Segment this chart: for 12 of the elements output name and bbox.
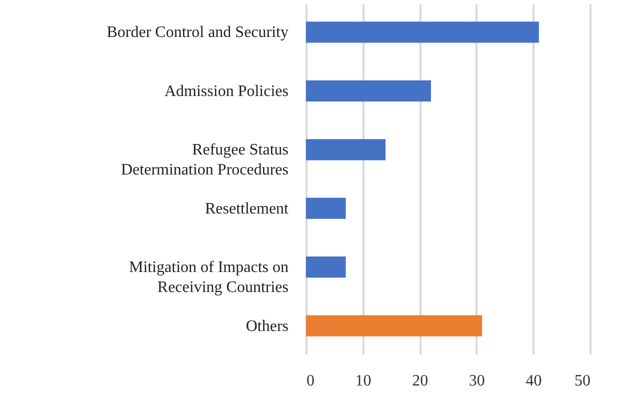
y-tick-label: Border Control and Security xyxy=(106,24,288,42)
x-tick-label: 40 xyxy=(526,372,542,390)
x-tick-label: 50 xyxy=(574,372,590,390)
y-tick-label: Others xyxy=(246,318,288,335)
x-tick-label: 20 xyxy=(412,372,428,390)
y-tick-label: Resettlement xyxy=(204,200,290,218)
x-tick-label: 30 xyxy=(468,372,485,390)
y-tick-label: Refugee Status Determination Procedures xyxy=(121,142,288,179)
x-tick-label: 0 xyxy=(306,372,314,390)
x-tick-label: 10 xyxy=(355,372,372,390)
y-tick-label: Admission Policies xyxy=(164,82,288,100)
y-tick-label: Mitigation of Impacts on Receiving Countries xyxy=(128,259,288,296)
